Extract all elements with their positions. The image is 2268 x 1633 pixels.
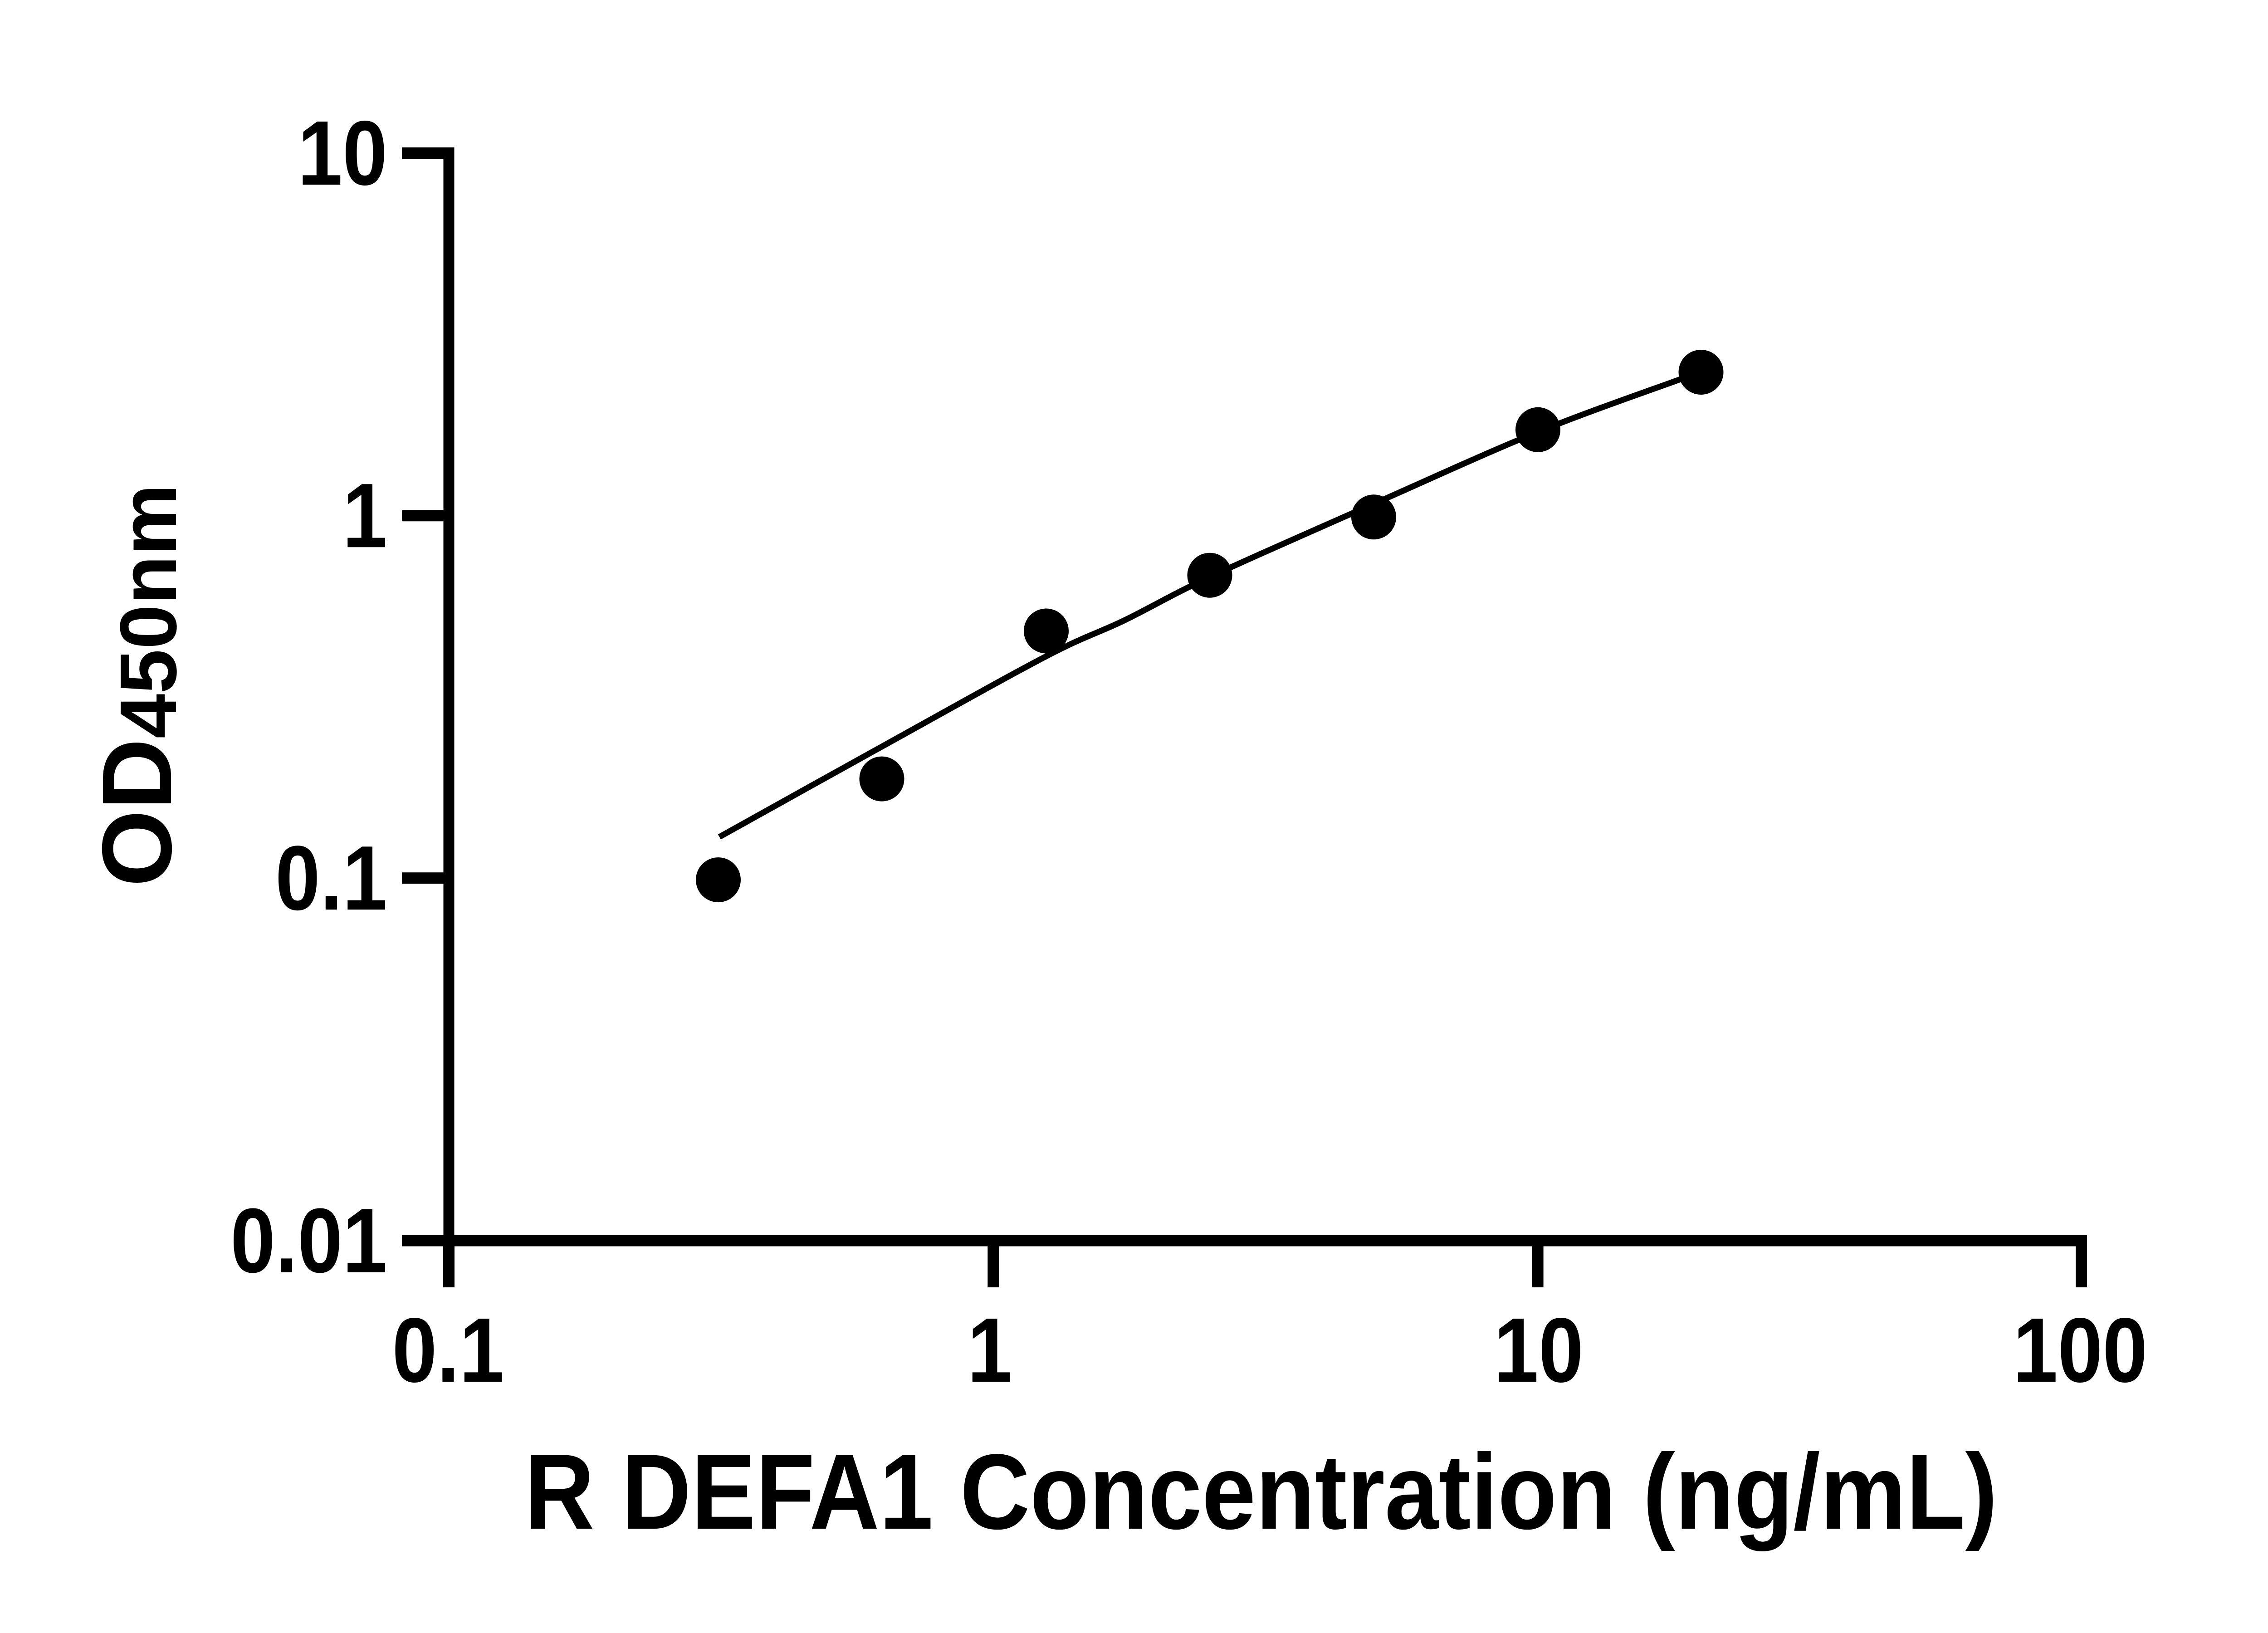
svg-text:R DEFA1 Concentration (ng/mL): R DEFA1 Concentration (ng/mL) [524, 1432, 1997, 1551]
svg-text:1: 1 [968, 1299, 1012, 1401]
svg-text:0.1: 0.1 [275, 827, 387, 929]
svg-text:1: 1 [342, 465, 387, 567]
svg-text:10: 10 [298, 102, 387, 204]
svg-text:100: 100 [2013, 1299, 2148, 1401]
svg-text:0.01: 0.01 [230, 1190, 387, 1292]
svg-text:10: 10 [1494, 1299, 1584, 1401]
svg-text:0.1: 0.1 [392, 1299, 504, 1401]
